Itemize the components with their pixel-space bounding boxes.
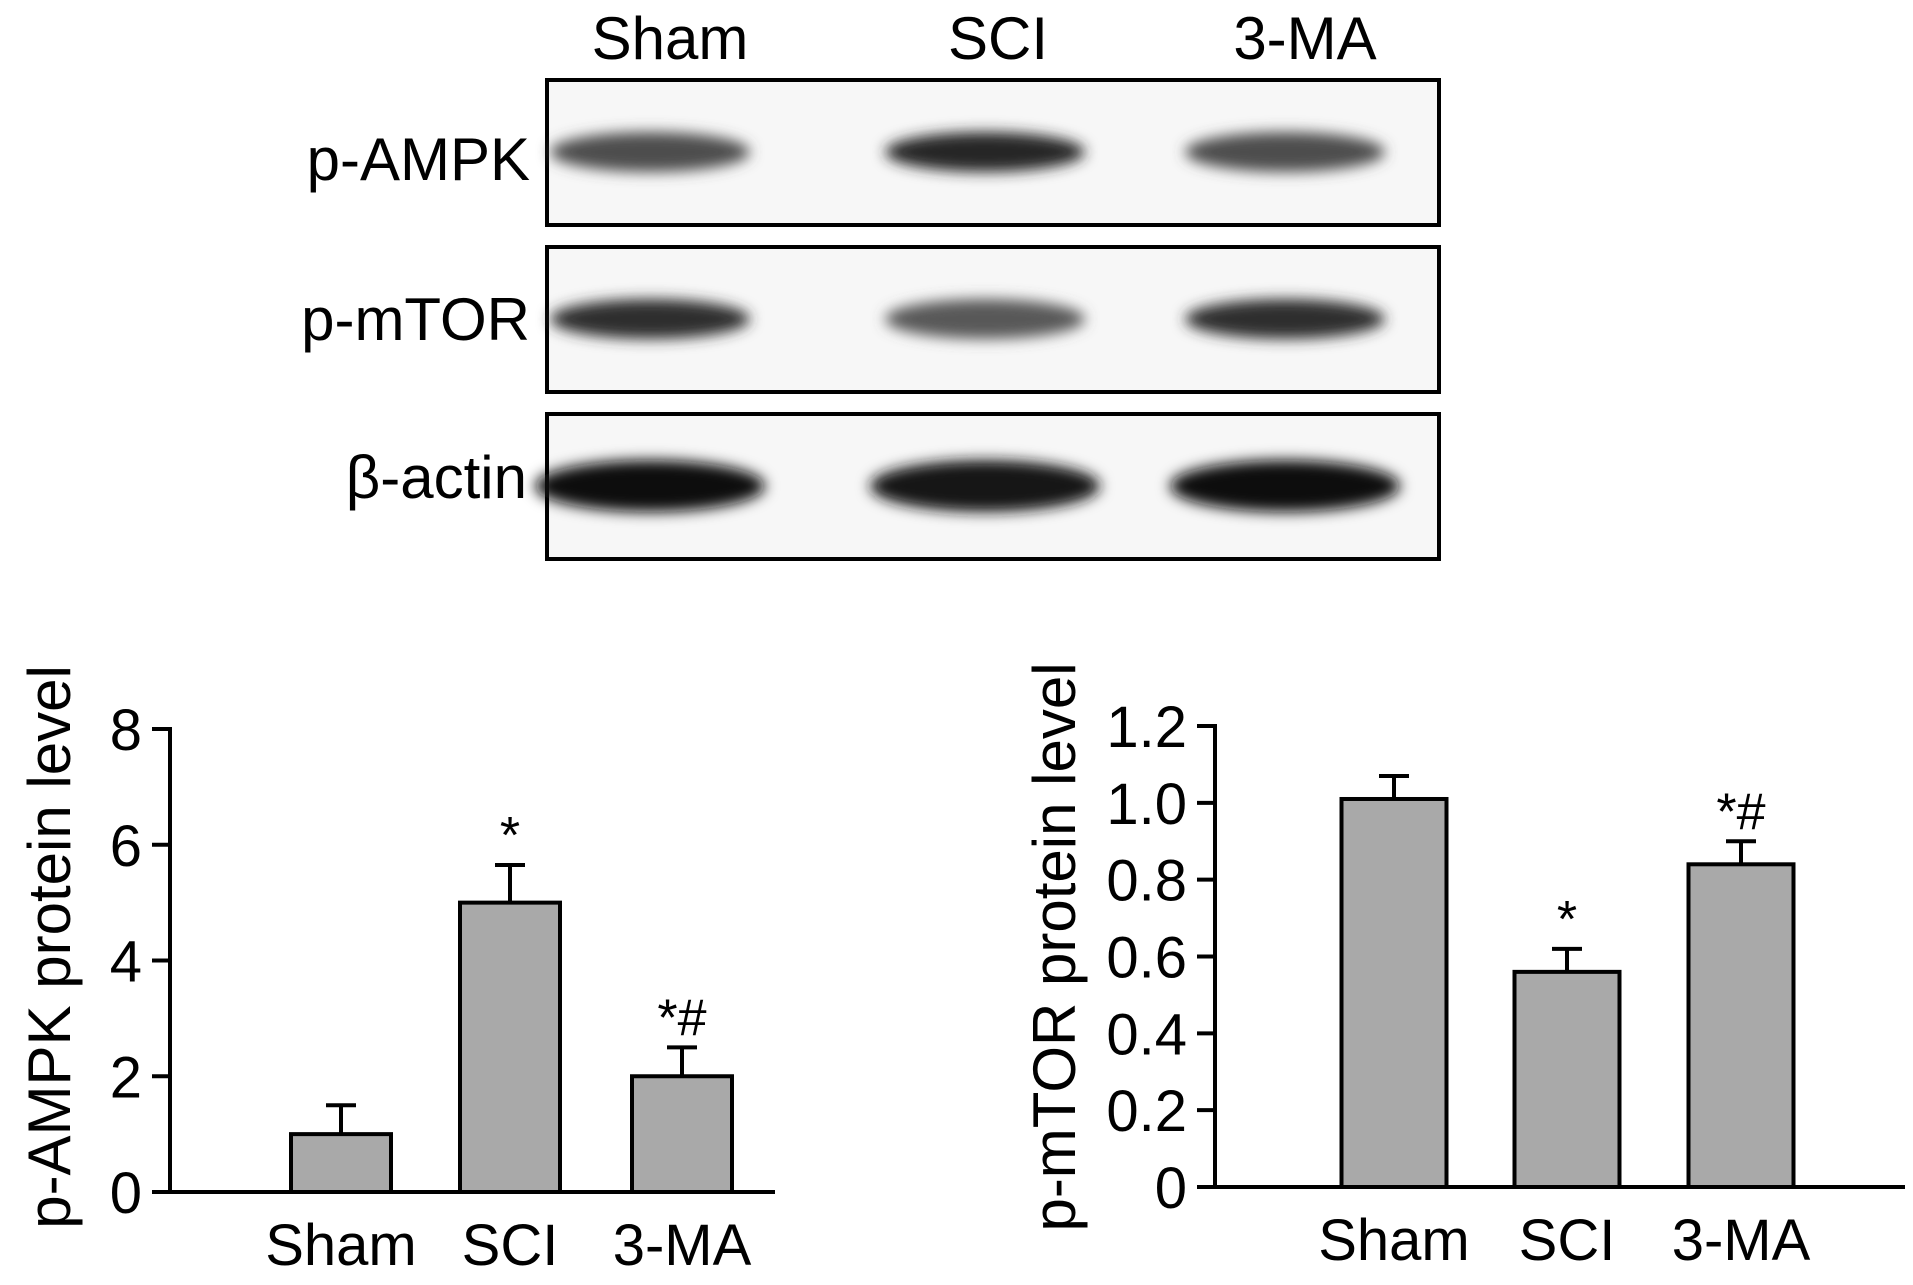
chart-p-mtor-ylabel: p-mTOR protein level <box>1021 662 1088 1231</box>
chart-p-mtor-axes: 0 0.2 0.4 0.6 0.8 1.0 1.2 Sham SCI 3-MA <box>1106 695 1905 1273</box>
y-tick-label: 8 <box>110 698 142 763</box>
significance-marker: * <box>500 807 520 865</box>
x-tick-label: SCI <box>462 1213 559 1278</box>
band-0-1 <box>885 132 1085 172</box>
lane-label-3ma: 3-MA <box>1233 5 1376 72</box>
y-tick-label: 0.2 <box>1106 1079 1187 1144</box>
band-0-0 <box>550 132 750 172</box>
y-tick-label: 0 <box>110 1161 142 1226</box>
band-2-1 <box>870 460 1100 512</box>
x-tick-label: 3-MA <box>1672 1208 1811 1273</box>
y-tick-label: 0.6 <box>1106 926 1187 991</box>
significance-marker: * <box>1557 891 1577 949</box>
x-tick-label: Sham <box>1318 1208 1470 1273</box>
bar-sham <box>289 1132 393 1194</box>
y-tick-label: 4 <box>110 930 142 995</box>
band-1-1 <box>885 299 1085 339</box>
band-1-2 <box>1185 299 1385 339</box>
chart-p-mtor: p-mTOR protein level 0 0.2 0.4 0.6 0.8 1.0 1.2… <box>1021 662 1905 1273</box>
y-tick-label: 1.2 <box>1106 695 1187 760</box>
significance-marker: *# <box>1716 783 1765 841</box>
row-label-p-mtor: p-mTOR <box>301 286 530 353</box>
band-2-0 <box>535 460 765 512</box>
bar-3-ma <box>630 1074 734 1194</box>
chart-p-mtor-marks: * *# <box>1339 773 1796 1189</box>
row-label-beta-actin: β-actin <box>346 444 527 511</box>
y-tick-label: 0.8 <box>1106 849 1187 914</box>
band-0-2 <box>1185 132 1385 172</box>
lane-label-sci: SCI <box>948 5 1048 72</box>
bar-sci <box>458 900 562 1194</box>
bar-sci <box>1512 969 1622 1189</box>
significance-marker: *# <box>657 989 706 1047</box>
western-blot: Sham SCI 3-MA p-AMPK p-mTOR β-actin <box>301 5 1441 561</box>
lane-label-sham: Sham <box>592 5 749 72</box>
y-tick-label: 2 <box>110 1045 142 1110</box>
bar-sham <box>1339 796 1449 1189</box>
band-2-2 <box>1170 460 1400 512</box>
x-tick-label: 3-MA <box>613 1213 752 1278</box>
chart-p-ampk-marks: * *# <box>289 807 734 1194</box>
y-tick-label: 0 <box>1155 1156 1187 1221</box>
chart-p-ampk-ylabel: p-AMPK protein level <box>16 665 83 1229</box>
band-1-0 <box>550 299 750 339</box>
y-tick-label: 0.4 <box>1106 1002 1187 1067</box>
x-tick-label: SCI <box>1519 1208 1616 1273</box>
blot-bands <box>535 132 1400 512</box>
x-tick-label: Sham <box>265 1213 417 1278</box>
y-tick-label: 1.0 <box>1106 772 1187 837</box>
row-label-p-ampk: p-AMPK <box>307 126 530 193</box>
y-tick-label: 6 <box>110 814 142 879</box>
bar-3-ma <box>1686 862 1796 1189</box>
